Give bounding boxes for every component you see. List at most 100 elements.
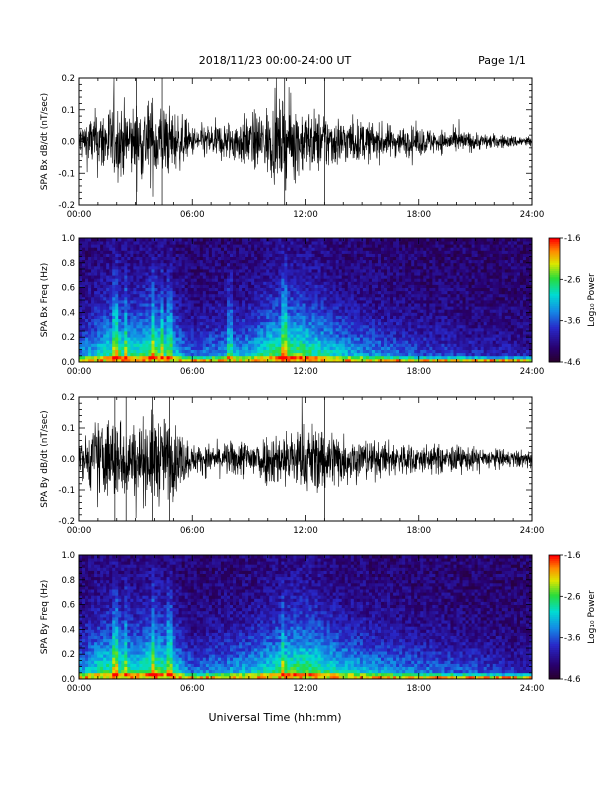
heatmap-cell [287,253,291,257]
heatmap-cell [402,287,406,292]
heatmap-cell [220,250,225,254]
heatmap-cell [420,262,424,267]
heatmap-cell [199,303,204,307]
heatmap-cell [142,272,146,276]
heatmap-cell [426,337,430,341]
heatmap-cell [332,262,337,267]
heatmap-cell [160,358,164,363]
heatmap-cell [314,238,318,242]
heatmap-cell [94,318,98,323]
heatmap-cell [353,281,358,285]
heatmap-cell [181,272,186,276]
heatmap-cell [254,337,258,341]
heatmap-cell [317,290,321,295]
heatmap-cell [103,269,107,273]
heatmap-cell [281,259,285,264]
heatmap-cell [371,355,376,360]
heatmap-cell [251,293,255,298]
heatmap-cell [359,287,364,292]
heatmap-cell [160,337,164,341]
heatmap-cell [187,296,192,301]
heatmap-cell [344,262,349,267]
heatmap-cell [91,334,95,338]
heatmap-cell [245,250,249,254]
heatmap-cell [130,262,134,267]
heatmap-cell [320,296,325,301]
heatmap-cell [82,346,86,350]
heatmap-cell [308,358,312,363]
heatmap-cell [263,321,267,326]
heatmap-cell [402,331,406,335]
heatmap-cell [187,250,192,254]
heatmap-cell [175,275,180,279]
heatmap-cell [172,312,177,316]
heatmap-cell [387,281,391,285]
heatmap-cell [390,358,394,363]
heatmap-cell [332,287,337,292]
heatmap-cell [305,309,309,313]
heatmap-cell [329,244,334,248]
heatmap-cell [211,318,216,323]
heatmap-cell [82,290,86,295]
heatmap-cell [438,259,442,264]
heatmap-cell [362,290,367,295]
heatmap-cell [438,358,442,363]
heatmap-cell [217,278,222,282]
heatmap-cell [124,238,128,242]
heatmap-cell [275,296,279,301]
heatmap-cell [100,241,104,245]
heatmap-cell [85,281,89,285]
heatmap-cell [196,321,201,326]
heatmap-cell [251,355,255,360]
heatmap-cell [196,355,201,360]
heatmap-cell [236,355,240,360]
heatmap-cell [338,355,343,360]
heatmap-cell [112,241,116,245]
heatmap-cell [393,309,397,313]
heatmap-cell [217,296,222,301]
heatmap-cell [233,287,237,292]
heatmap-cell [226,315,231,319]
heatmap-cell [308,265,312,270]
heatmap-cell [245,309,249,313]
heatmap-cell [408,334,412,338]
heatmap-cell [157,340,161,344]
heatmap-cell [193,315,198,319]
heatmap-cell [359,303,364,307]
heatmap-cell [438,269,442,273]
heatmap-cell [251,300,255,304]
heatmap-cell [91,287,95,292]
heatmap-cell [160,309,164,313]
heatmap-cell [320,355,325,360]
heatmap-cell [97,253,101,257]
heatmap-cell [160,290,164,295]
heatmap-cell [236,275,240,279]
heatmap-cell [420,315,424,319]
heatmap-cell [175,238,180,242]
heatmap-cell [420,256,424,261]
heatmap-cell [97,256,101,261]
heatmap-cell [432,343,436,347]
heatmap-cell [202,253,207,257]
heatmap-cell [148,253,152,257]
heatmap-cell [214,253,219,257]
heatmap-cell [193,309,198,313]
heatmap-cell [184,278,189,282]
heatmap-cell [269,238,273,242]
heatmap-cell [127,247,131,251]
y-tick-label: 0.2 [61,74,75,84]
heatmap-cell [329,340,334,344]
heatmap-cell [323,346,328,350]
heatmap-cell [248,296,252,301]
heatmap-cell [368,287,373,292]
heatmap-cell [127,349,131,354]
heatmap-cell [193,337,198,341]
heatmap-cell [423,358,427,363]
heatmap-cell [160,349,164,354]
heatmap-cell [417,331,421,335]
heatmap-cell [338,352,343,357]
heatmap-cell [217,256,222,261]
heatmap-cell [169,352,174,357]
heatmap-cell [432,262,436,267]
heatmap-cell [326,293,331,298]
